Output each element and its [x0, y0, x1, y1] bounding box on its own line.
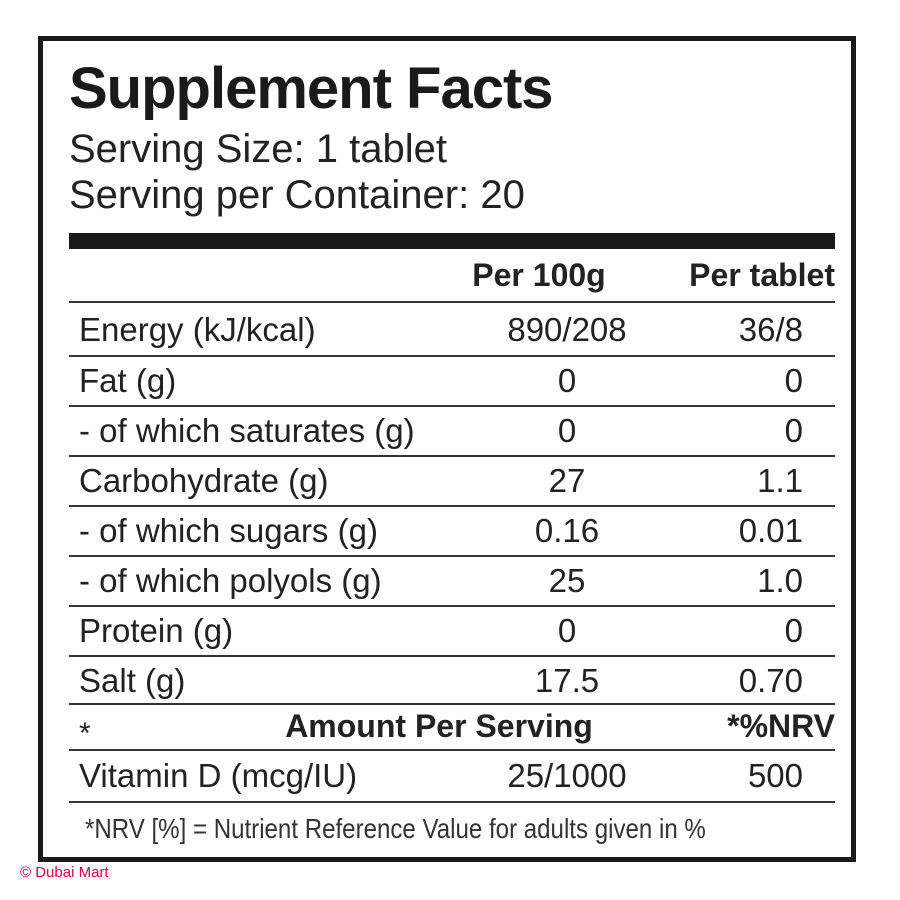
watermark: © Dubai Mart: [20, 864, 109, 881]
value-per-tablet: 0: [784, 612, 803, 649]
servings-per-container: Serving per Container: 20: [69, 173, 525, 217]
nutrient-name: Salt (g): [79, 662, 186, 699]
vitamin-header-row: * Amount Per Serving *%NRV: [69, 705, 835, 751]
nutrient-name: - of which saturates (g): [79, 412, 415, 449]
nutrient-name: Fat (g): [79, 362, 177, 399]
value-per-tablet: 0: [784, 412, 803, 449]
vitamin-amount: 25/1000: [507, 757, 627, 794]
amount-per-serving-header: Amount Per Serving: [285, 708, 593, 744]
value-per-tablet: 0.70: [738, 662, 803, 699]
column-header-per-tablet: Per tablet: [689, 257, 835, 293]
nutrient-name: Protein (g): [79, 612, 234, 649]
serving-size: Serving Size: 1 tablet: [69, 127, 447, 171]
value-per-tablet: 0: [784, 362, 803, 399]
value-per-tablet: 36/8: [738, 311, 803, 348]
table-row: Salt (g) 17.5 0.70: [69, 657, 835, 705]
value-per-100g: 0: [557, 612, 577, 649]
table-row: - of which sugars (g) 0.16 0.01: [69, 507, 835, 557]
table-row: - of which saturates (g) 0 0: [69, 407, 835, 457]
table-row: - of which polyols (g) 25 1.0: [69, 557, 835, 607]
thick-divider: [69, 233, 835, 249]
vitamin-name: Vitamin D (mcg/IU): [79, 757, 358, 794]
table-row: Energy (kJ/kcal) 890/208 36/8: [69, 303, 835, 357]
value-per-100g: 27: [548, 462, 586, 499]
asterisk-marker: *: [79, 717, 91, 750]
table-row: Carbohydrate (g) 27 1.1: [69, 457, 835, 507]
value-per-100g: 890/208: [507, 311, 627, 348]
value-per-tablet: 1.1: [757, 462, 803, 499]
value-per-100g: 0: [557, 412, 577, 449]
nrv-header: *%NRV: [727, 708, 835, 744]
value-per-100g: 17.5: [534, 662, 600, 699]
value-per-tablet: 1.0: [757, 562, 803, 599]
nrv-footnote: *NRV [%] = Nutrient Reference Value for …: [85, 813, 706, 844]
table-row: Protein (g) 0 0: [69, 607, 835, 657]
value-per-100g: 0.16: [534, 512, 600, 549]
value-per-100g: 0: [557, 362, 577, 399]
table-row: Fat (g) 0 0: [69, 357, 835, 407]
supplement-facts-panel: Supplement Facts Serving Size: 1 tablet …: [38, 36, 856, 862]
column-header-per-100g: Per 100g: [472, 257, 606, 293]
value-per-100g: 25: [548, 562, 586, 599]
panel-title: Supplement Facts: [69, 56, 554, 121]
value-per-tablet: 0.01: [738, 512, 803, 549]
vitamin-nrv: 500: [747, 757, 803, 794]
nutrient-name: - of which polyols (g): [79, 562, 382, 599]
table-row: Vitamin D (mcg/IU) 25/1000 500: [69, 751, 835, 803]
column-header-row: Per 100g Per tablet: [69, 249, 835, 303]
nutrient-name: - of which sugars (g): [79, 512, 378, 549]
nutrient-name: Carbohydrate (g): [79, 462, 329, 499]
nutrient-name: Energy (kJ/kcal): [79, 311, 316, 348]
